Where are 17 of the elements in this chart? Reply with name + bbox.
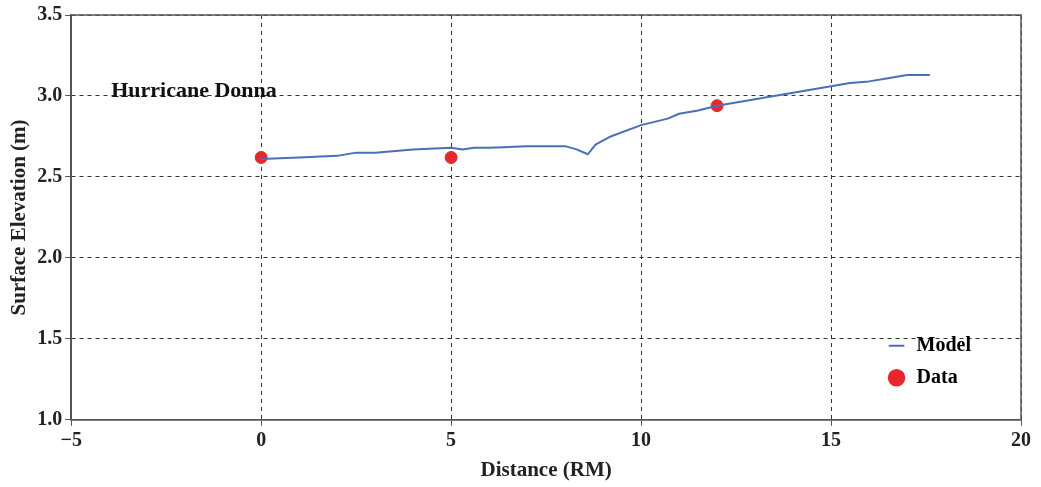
y-tick-label: 1.5 bbox=[37, 326, 63, 349]
y-tick-label: 3.5 bbox=[37, 2, 63, 25]
y-tick-label: 3.0 bbox=[37, 83, 63, 106]
x-tick-label: −5 bbox=[60, 427, 82, 450]
x-axis-title: Distance (RM) bbox=[480, 456, 612, 481]
annotation: Hurricane Donna bbox=[111, 77, 277, 102]
y-tick-label: 2.5 bbox=[37, 164, 63, 187]
legend-label: Model bbox=[916, 332, 972, 355]
x-tick-label: 10 bbox=[631, 427, 652, 450]
x-tick-label: 0 bbox=[256, 427, 267, 450]
legend-label: Data bbox=[916, 364, 958, 387]
y-axis-title: Surface Elevation (m) bbox=[6, 119, 31, 316]
y-tick-label: 1.0 bbox=[37, 406, 63, 429]
y-tick-label: 2.0 bbox=[37, 245, 63, 268]
x-tick-label: 15 bbox=[821, 427, 842, 450]
x-tick-label: 20 bbox=[1011, 427, 1031, 450]
x-tick-label: 5 bbox=[446, 427, 457, 450]
